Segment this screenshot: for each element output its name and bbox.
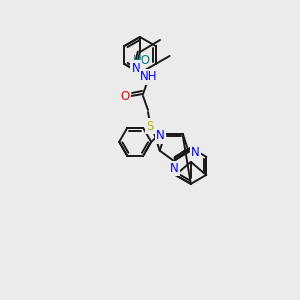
- Text: NH: NH: [140, 70, 158, 83]
- Text: HO: HO: [133, 55, 151, 68]
- Text: N: N: [169, 162, 178, 175]
- Text: S: S: [146, 119, 154, 133]
- Text: N: N: [132, 61, 140, 74]
- Text: N: N: [191, 146, 200, 160]
- Text: N: N: [156, 129, 165, 142]
- Text: O: O: [120, 89, 130, 103]
